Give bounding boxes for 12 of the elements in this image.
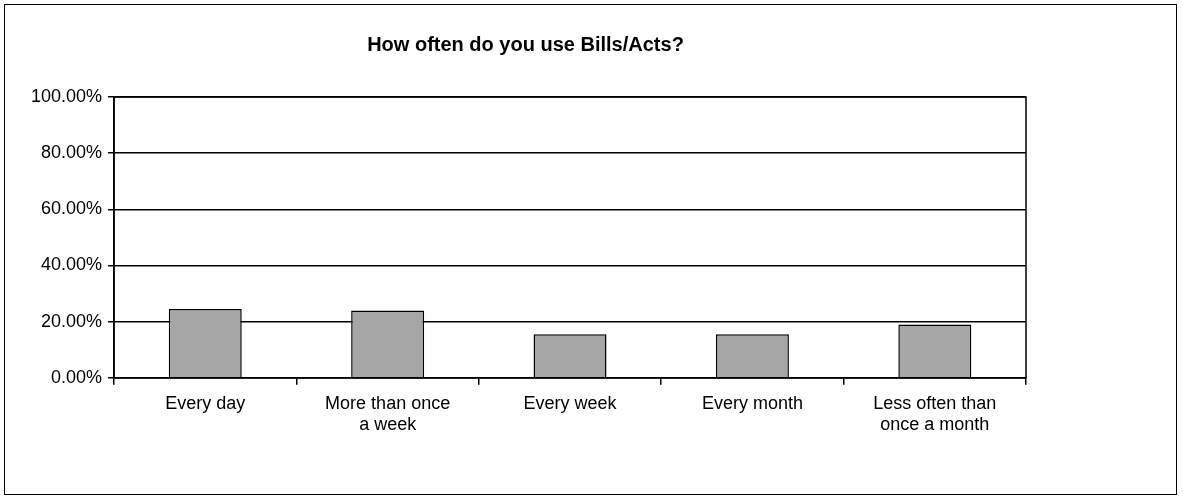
chart-title: How often do you use Bills/Acts? — [367, 32, 684, 55]
y-tick-label: 0.00% — [51, 366, 103, 387]
y-tick-label: 60.00% — [41, 198, 103, 219]
x-tick-label: Every day — [165, 392, 246, 413]
y-tick-label: 100.00% — [31, 85, 103, 106]
y-tick-label: 80.00% — [41, 142, 103, 163]
x-tick-label: Less often than once a month — [873, 392, 997, 435]
y-tick-label: 20.00% — [41, 310, 103, 331]
x-tick-label: More than once a week — [325, 392, 451, 435]
x-tick-label: Every week — [523, 392, 618, 413]
x-tick-label: Every month — [701, 392, 803, 413]
y-tick-label: 40.00% — [41, 254, 103, 275]
